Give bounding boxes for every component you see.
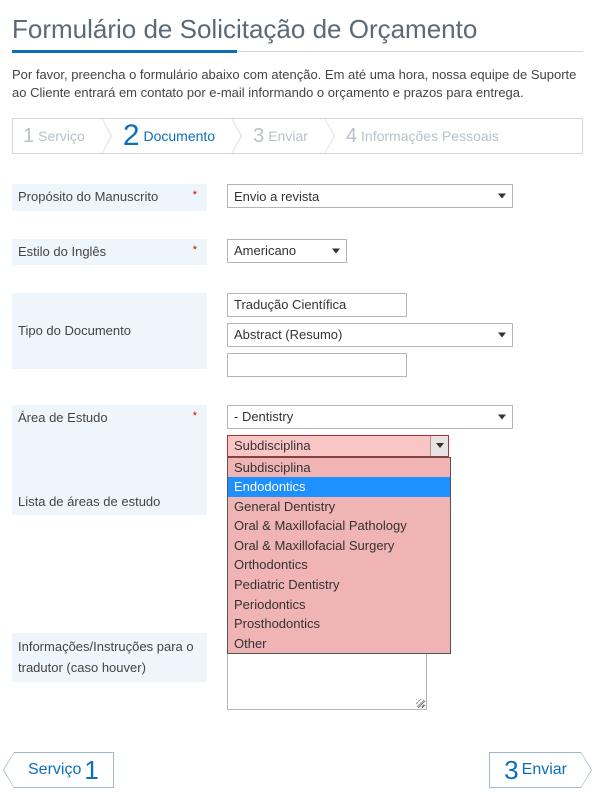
dropdown-option[interactable]: Endodontics <box>228 477 450 497</box>
dropdown-option[interactable]: Subdisciplina <box>228 458 450 478</box>
step-enviar[interactable]: 3 Enviar <box>231 119 324 153</box>
row-purpose: Propósito do Manuscrito * Envio a revist… <box>12 170 583 224</box>
select-value: - Dentistry <box>234 409 293 424</box>
page-title: Formulário de Solicitação de Orçamento <box>12 14 583 45</box>
label-text: Estilo do Inglês <box>18 243 106 261</box>
label-doc-type: Tipo do Documento <box>12 293 207 369</box>
nav-number: 3 <box>504 757 518 783</box>
doc-type-select[interactable]: Abstract (Resumo) <box>227 323 513 347</box>
step-informacoes-pessoais[interactable]: 4 Informações Pessoais <box>324 119 515 153</box>
dropdown-option[interactable]: Pediatric Dentistry <box>228 575 450 595</box>
caret-down-icon <box>332 248 340 253</box>
label-text: Tipo do Documento <box>18 322 131 340</box>
dropdown-option[interactable]: Other <box>228 634 450 654</box>
study-area-primary-select[interactable]: - Dentistry <box>227 405 513 429</box>
input-value: Tradução Científica <box>234 297 346 312</box>
label-english-style: Estilo do Inglês * <box>12 239 207 265</box>
nav-label: Enviar <box>522 761 567 779</box>
nav-number: 1 <box>84 757 98 783</box>
label-study-area: Área de Estudo <box>18 409 108 427</box>
label-area-list: Lista de áreas de estudo <box>18 493 160 511</box>
step-number: 4 <box>346 125 357 148</box>
dropdown-option[interactable]: Prosthodontics <box>228 614 450 634</box>
step-label: Informações Pessoais <box>361 128 499 144</box>
dropdown-option[interactable]: Periodontics <box>228 595 450 615</box>
label-text: Propósito do Manuscrito <box>18 188 158 206</box>
purpose-select[interactable]: Envio a revista <box>227 184 513 208</box>
step-label: Enviar <box>268 128 308 144</box>
caret-down-icon <box>498 194 506 199</box>
bottom-nav: Serviço 1 3 Enviar <box>12 752 583 788</box>
title-underline <box>12 51 583 52</box>
step-breadcrumb: 1 Serviço 2 Documento 3 Enviar 4 Informa… <box>12 118 583 154</box>
required-marker: * <box>193 409 197 427</box>
label-instructions: Informações/Instruções para o tradutor (… <box>12 633 207 683</box>
step-label: Documento <box>144 128 216 144</box>
english-style-select[interactable]: Americano <box>227 239 347 263</box>
step-number: 3 <box>253 125 264 148</box>
row-doc-type: Tipo do Documento Tradução Científica Ab… <box>12 279 583 391</box>
subdiscipline-dropdown-list[interactable]: SubdisciplinaEndodonticsGeneral Dentistr… <box>227 457 451 654</box>
step-servico[interactable]: 1 Serviço <box>13 119 101 153</box>
step-number: 1 <box>23 125 34 148</box>
select-value: Envio a revista <box>234 189 319 204</box>
required-marker: * <box>193 243 197 258</box>
prev-button[interactable]: Serviço 1 <box>14 752 114 788</box>
label-purpose: Propósito do Manuscrito * <box>12 184 207 210</box>
label-text: Informações/Instruções para o tradutor (… <box>18 637 197 679</box>
dropdown-button-icon[interactable] <box>430 436 448 456</box>
doc-type-text-input[interactable]: Tradução Científica <box>227 293 407 317</box>
required-marker: * <box>193 188 197 203</box>
row-english-style: Estilo do Inglês * Americano <box>12 225 583 279</box>
caret-down-icon <box>498 414 506 419</box>
caret-down-icon <box>498 332 506 337</box>
next-button[interactable]: 3 Enviar <box>489 752 581 788</box>
intro-text: Por favor, preencha o formulário abaixo … <box>12 66 583 102</box>
dropdown-option[interactable]: Oral & Maxillofacial Surgery <box>228 536 450 556</box>
step-label: Serviço <box>38 128 85 144</box>
nav-label: Serviço <box>28 761 81 779</box>
step-number: 2 <box>123 119 140 153</box>
dropdown-option[interactable]: Oral & Maxillofacial Pathology <box>228 516 450 536</box>
select-value: Abstract (Resumo) <box>234 327 342 342</box>
dropdown-option[interactable]: Orthodontics <box>228 555 450 575</box>
subdiscipline-select[interactable]: Subdisciplina SubdisciplinaEndodonticsGe… <box>227 435 449 457</box>
doc-type-extra-input[interactable] <box>227 353 407 377</box>
step-documento[interactable]: 2 Documento <box>101 119 231 153</box>
dropdown-option[interactable]: General Dentistry <box>228 497 450 517</box>
select-value: Subdisciplina <box>234 438 311 453</box>
resize-handle-icon[interactable] <box>416 699 424 707</box>
row-study-area: Área de Estudo * Lista de áreas de estud… <box>12 391 583 519</box>
select-value: Americano <box>234 243 296 258</box>
